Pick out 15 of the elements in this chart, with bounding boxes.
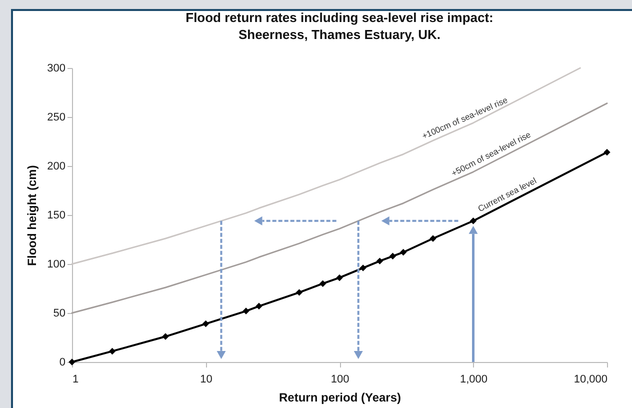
x-tick-label: 10,000 xyxy=(574,374,608,386)
y-tick-label: 0 xyxy=(59,356,66,368)
y-tick-label: 200 xyxy=(47,160,66,172)
y-tick-label: 250 xyxy=(47,112,66,124)
y-tick-label: 300 xyxy=(47,62,66,74)
x-tick-label: 1 xyxy=(72,374,79,386)
y-tick-label: 50 xyxy=(53,308,66,320)
x-tick-label: 100 xyxy=(330,374,350,386)
chart-title: Flood return rates including sea-level rise impact: Sheerness, Thames Estuary, UK. xyxy=(186,10,494,42)
x-axis-title: Return period (Years) xyxy=(278,390,402,404)
y-axis-title: Flood height (cm) xyxy=(25,165,40,266)
x-tick-label: 10 xyxy=(200,374,212,386)
y-tick-label: 150 xyxy=(47,210,66,222)
x-tick-label: 1,000 xyxy=(460,374,488,386)
y-tick-label: 100 xyxy=(47,258,66,270)
